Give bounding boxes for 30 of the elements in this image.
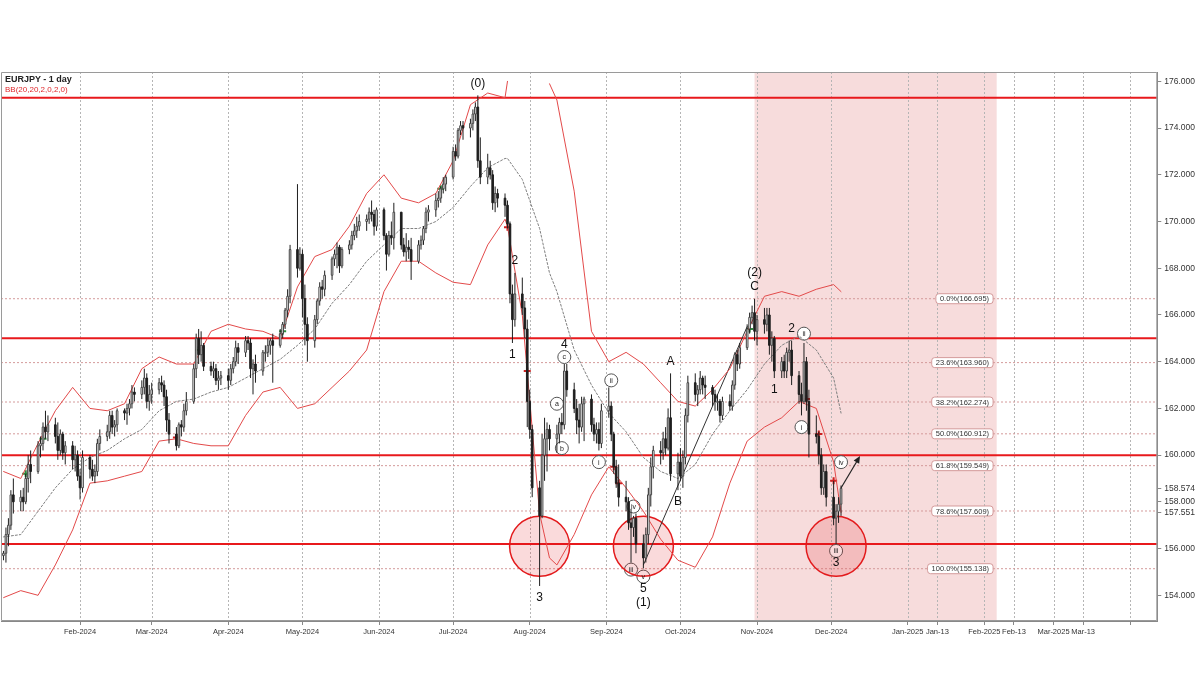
- annotation: 2: [511, 253, 519, 268]
- y-tick-label: 166.000: [1164, 309, 1196, 320]
- y-tick-label: 158.574: [1164, 482, 1196, 493]
- text: BB(20,20,2,0,2,0): [5, 85, 69, 95]
- annotation: (1): [636, 594, 651, 609]
- y-tick-label: 174.000: [1164, 122, 1196, 133]
- annotation: B: [673, 494, 682, 509]
- annotation: C: [750, 279, 760, 294]
- annotation: A: [666, 353, 675, 368]
- chart-title: EURJPY - 1 day: [5, 73, 72, 84]
- annotation: 5: [640, 580, 648, 595]
- annotation: 1: [770, 382, 778, 397]
- y-tick-label: 176.000: [1164, 75, 1196, 86]
- y-tick-label: 158.000: [1164, 496, 1196, 507]
- annotation: (0): [470, 75, 486, 90]
- y-tick-label: 172.000: [1164, 169, 1196, 180]
- annotation: 1: [509, 347, 517, 362]
- y-tick-label: 160.000: [1164, 449, 1196, 460]
- y-tick-label: 156.000: [1164, 542, 1196, 553]
- annotation: 3: [536, 590, 544, 605]
- y-tick-label: 157.551: [1164, 506, 1196, 517]
- y-tick-label: 164.000: [1164, 356, 1196, 367]
- annotation: 2: [788, 320, 796, 335]
- annotation: 3: [832, 555, 840, 570]
- y-tick-label: 162.000: [1164, 402, 1196, 413]
- y-tick-label: 170.000: [1164, 215, 1196, 226]
- annotation: 4: [560, 337, 568, 352]
- annotation: (2): [747, 265, 762, 280]
- y-tick-label: 168.000: [1164, 262, 1196, 273]
- y-tick-label: 154.000: [1164, 589, 1196, 600]
